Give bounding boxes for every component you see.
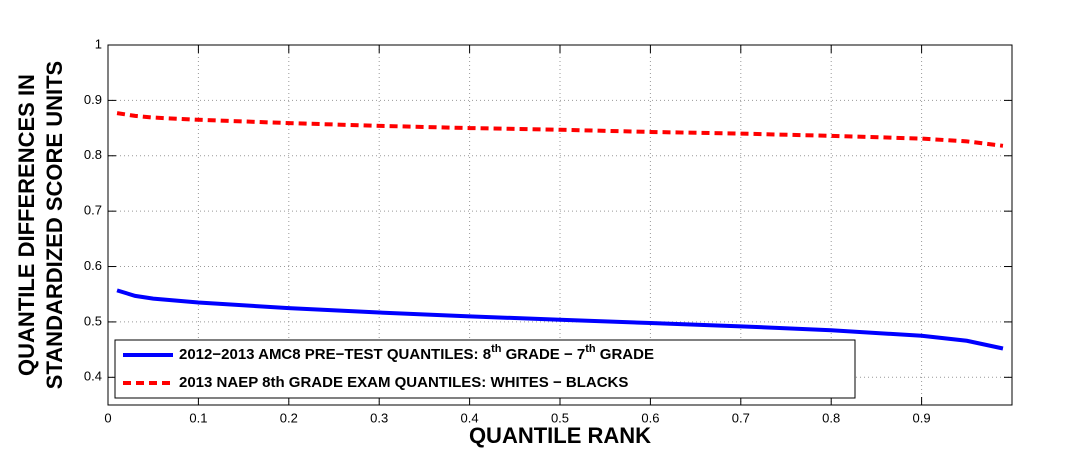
x-tick-label: 0.7 xyxy=(732,410,750,425)
x-tick-label: 0.2 xyxy=(280,410,298,425)
x-tick-label: 0.4 xyxy=(461,410,479,425)
x-tick-label: 0.3 xyxy=(370,410,388,425)
plot-frame xyxy=(107,44,1013,406)
x-tick-label: 0.5 xyxy=(551,410,569,425)
y-tick-label: 0.6 xyxy=(84,258,102,273)
y-tick-label: 0.7 xyxy=(84,203,102,218)
legend-box xyxy=(114,339,856,399)
y-axis-label: STANDARDIZED SCORE UNITS xyxy=(42,61,67,389)
x-tick-label: 0 xyxy=(104,410,111,425)
y-tick-label: 0.9 xyxy=(84,92,102,107)
x-tick-label: 0.1 xyxy=(189,410,207,425)
x-tick-label: 0.8 xyxy=(822,410,840,425)
x-tick-label: 0.6 xyxy=(641,410,659,425)
series-line xyxy=(116,111,1004,148)
x-tick-label: 0.9 xyxy=(913,410,931,425)
x-axis-label: QUANTILE RANK xyxy=(469,423,651,448)
y-axis-label: QUANTILE DIFFERENCES IN xyxy=(14,74,39,376)
series-line xyxy=(116,288,1004,351)
y-tick-label: 1 xyxy=(95,36,102,51)
y-tick-label: 0.4 xyxy=(84,369,102,384)
y-tick-label: 0.8 xyxy=(84,147,102,162)
legend-label: 2012−2013 AMC8 PRE−TEST QUANTILES: 8th G… xyxy=(179,343,654,363)
y-tick-label: 0.5 xyxy=(84,313,102,328)
legend-label: 2013 NAEP 8th GRADE EXAM QUANTILES: WHIT… xyxy=(179,374,628,391)
